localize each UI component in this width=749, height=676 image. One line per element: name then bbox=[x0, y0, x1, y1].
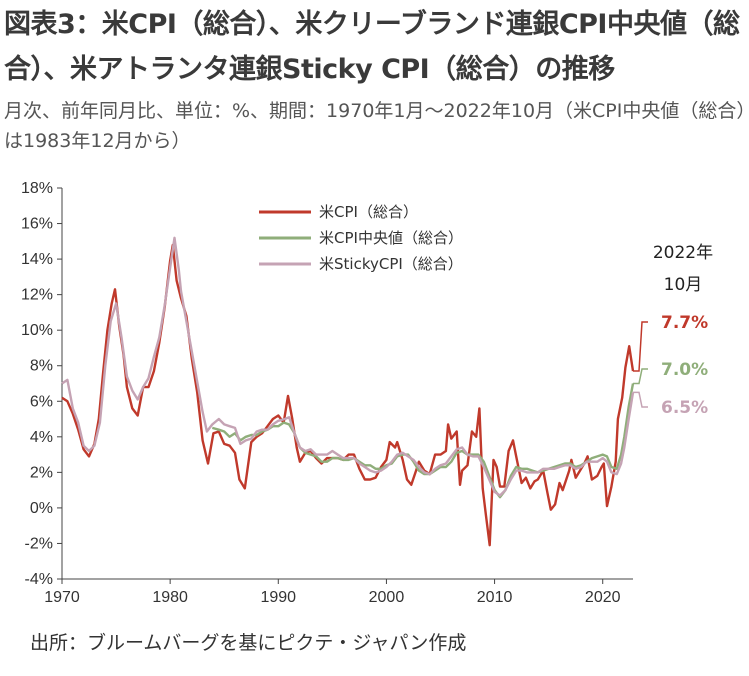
y-tick-label: 0% bbox=[30, 500, 53, 517]
end-labels: 2022年 10月 7.7% 7.0% 6.5% bbox=[633, 243, 713, 418]
end-label-leader-3 bbox=[633, 391, 648, 408]
legend-label-1: 米CPI（総合） bbox=[319, 203, 418, 221]
x-tick-label: 1970 bbox=[44, 589, 80, 606]
chart-subtitle: 月次、前年同月比、単位：%、期間：1970年1月～2022年10月（米CPI中央… bbox=[4, 100, 746, 152]
y-tick-label: 4% bbox=[30, 429, 53, 446]
x-tick-label: 2000 bbox=[369, 589, 405, 606]
end-value-label-1: 7.7% bbox=[661, 313, 708, 333]
series-line-3 bbox=[61, 236, 635, 497]
y-tick-label: 12% bbox=[21, 287, 53, 304]
source-note: 出所：ブルームバーグを基にピクテ・ジャパン作成 bbox=[30, 632, 467, 654]
x-tick-label: 1980 bbox=[152, 589, 188, 606]
y-tick-label: 10% bbox=[21, 322, 53, 339]
end-label-leader-1 bbox=[633, 321, 648, 372]
x-tick-label: 2020 bbox=[585, 589, 621, 606]
y-tick-label: 8% bbox=[30, 358, 53, 375]
series-layer bbox=[61, 236, 635, 547]
end-date-label-month: 10月 bbox=[664, 275, 703, 295]
chart-title: 図表3：米CPI（総合）、米クリーブランド連銀CPI中央値（総合）、米アトランタ… bbox=[4, 9, 740, 85]
x-tick-label: 2010 bbox=[477, 589, 513, 606]
chart-legend: 米CPI（総合） 米CPI中央値（総合） 米StickyCPI（総合） bbox=[259, 203, 463, 273]
y-tick-label: 16% bbox=[21, 216, 53, 233]
end-value-label-3: 6.5% bbox=[661, 398, 708, 418]
y-tick-label: 2% bbox=[30, 464, 53, 481]
end-value-label-2: 7.0% bbox=[661, 360, 708, 380]
series-line-1 bbox=[61, 243, 635, 547]
legend-label-3: 米StickyCPI（総合） bbox=[319, 255, 463, 273]
y-tick-label: 18% bbox=[21, 180, 53, 197]
y-tick-label: -4% bbox=[25, 571, 53, 588]
end-label-leader-2 bbox=[633, 368, 648, 385]
chart-axes: -4% -2% 0% 2% 4% 6% 8% 10% 12% 14% 16% 18% 1970 1980 1… bbox=[21, 180, 633, 606]
y-tick-label: 6% bbox=[30, 393, 53, 410]
y-tick-label: 14% bbox=[21, 251, 53, 268]
series-line-2 bbox=[211, 383, 635, 499]
y-tick-label: -2% bbox=[25, 535, 53, 552]
x-tick-label: 1990 bbox=[260, 589, 296, 606]
legend-label-2: 米CPI中央値（総合） bbox=[319, 229, 463, 247]
end-date-label-year: 2022年 bbox=[653, 243, 713, 263]
